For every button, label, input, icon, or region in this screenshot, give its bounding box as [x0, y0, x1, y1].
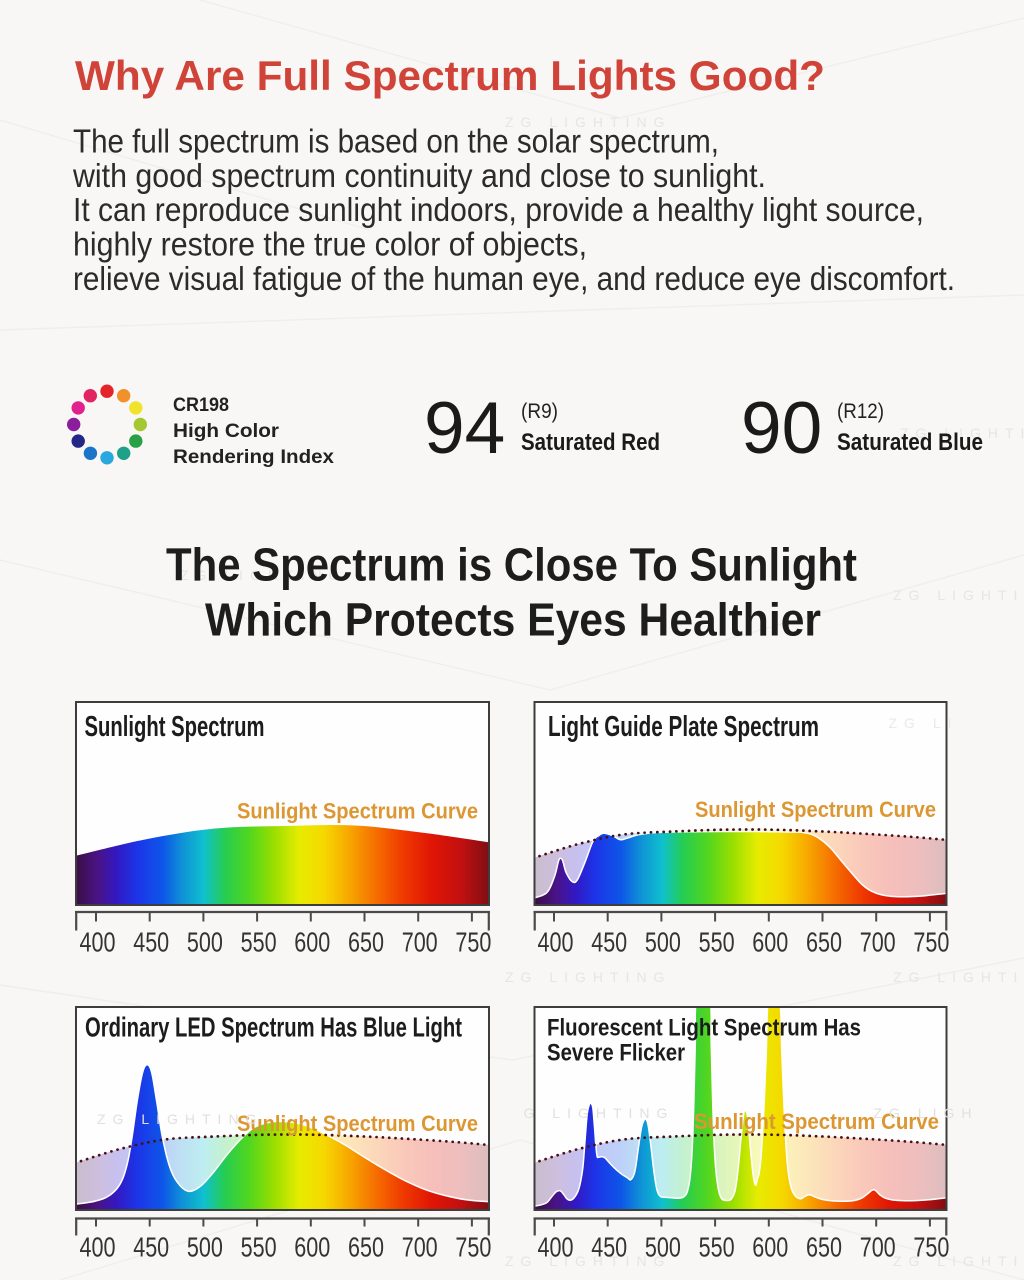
svg-text:700: 700	[860, 927, 896, 958]
svg-text:ZG LIGHTING: ZG LIGHTING	[97, 1111, 263, 1127]
svg-text:Severe Flicker: Severe Flicker	[547, 1040, 685, 1067]
svg-text:The Spectrum is Close To Sunli: The Spectrum is Close To Sunlight	[166, 539, 857, 591]
svg-text:with good spectrum continuity: with good spectrum continuity and close …	[72, 157, 766, 194]
svg-text:Rendering Index: Rendering Index	[173, 446, 334, 468]
svg-text:ZG LIGHTING: ZG LIGHTING	[893, 1253, 1024, 1269]
svg-text:It can reproduce sunlight indo: It can reproduce sunlight indoors, provi…	[73, 191, 924, 228]
svg-text:ZG LIGHTIN: ZG LIGHTIN	[893, 587, 1024, 603]
svg-text:450: 450	[133, 927, 169, 958]
svg-text:G LIGHTING: G LIGHTING	[524, 1105, 675, 1121]
svg-text:500: 500	[187, 1232, 223, 1263]
svg-text:700: 700	[402, 1232, 438, 1263]
svg-text:(R12): (R12)	[837, 400, 884, 423]
svg-text:Light Guide Plate Spectrum: Light Guide Plate Spectrum	[548, 711, 819, 743]
svg-text:700: 700	[860, 1232, 896, 1263]
svg-text:The full spectrum is based on: The full spectrum is based on the solar …	[73, 123, 719, 160]
svg-text:highly restore the true color: highly restore the true color of objects…	[73, 226, 587, 263]
svg-text:(R9): (R9)	[521, 400, 558, 423]
svg-text:450: 450	[591, 927, 627, 958]
svg-text:450: 450	[133, 1232, 169, 1263]
svg-text:550: 550	[241, 1232, 277, 1263]
svg-text:Sunlight Spectrum: Sunlight Spectrum	[85, 711, 265, 743]
svg-text:ZG LIGHTING: ZG LIGHTING	[893, 969, 1024, 985]
svg-text:650: 650	[348, 1232, 384, 1263]
svg-text:ZG LIGH: ZG LIGH	[874, 1105, 979, 1121]
svg-text:Sunlight Spectrum Curve: Sunlight Spectrum Curve	[694, 1109, 939, 1134]
svg-text:Sunlight Spectrum Curve: Sunlight Spectrum Curve	[237, 1111, 478, 1136]
svg-text:ZG LIGHTING: ZG LIGHTING	[505, 114, 671, 130]
svg-text:Which Protects Eyes Healthier: Which Protects Eyes Healthier	[205, 594, 821, 646]
svg-text:650: 650	[806, 927, 842, 958]
svg-text:600: 600	[294, 1232, 330, 1263]
svg-text:Saturated Blue: Saturated Blue	[837, 429, 983, 456]
svg-text:ZG LIGHTING: ZG LIGHTING	[505, 969, 671, 985]
svg-text:600: 600	[752, 927, 788, 958]
svg-text:550: 550	[699, 927, 735, 958]
svg-text:750: 750	[455, 927, 491, 958]
svg-text:750: 750	[455, 1232, 491, 1263]
svg-text:500: 500	[645, 927, 681, 958]
svg-text:relieve visual fatigue of the: relieve visual fatigue of the human eye,…	[73, 260, 955, 297]
svg-text:ZG LIGHTING: ZG LIGHTING	[180, 567, 346, 583]
svg-text:650: 650	[348, 927, 384, 958]
svg-text:CR198: CR198	[173, 394, 229, 416]
svg-text:550: 550	[241, 927, 277, 958]
svg-text:600: 600	[294, 927, 330, 958]
svg-text:400: 400	[538, 927, 574, 958]
svg-text:90: 90	[741, 388, 822, 469]
svg-text:Why Are Full Spectrum Lights G: Why Are Full Spectrum Lights Good?	[75, 52, 825, 99]
svg-text:750: 750	[913, 927, 949, 958]
svg-text:400: 400	[538, 1232, 574, 1263]
svg-text:400: 400	[80, 1232, 116, 1263]
svg-text:Sunlight Spectrum Curve: Sunlight Spectrum Curve	[695, 797, 936, 822]
svg-text:Saturated Red: Saturated Red	[521, 429, 660, 456]
svg-text:ZG LI: ZG LI	[889, 715, 959, 731]
svg-text:Fluorescent Light Spectrum Has: Fluorescent Light Spectrum Has	[547, 1015, 861, 1042]
svg-text:400: 400	[80, 927, 116, 958]
svg-text:500: 500	[645, 1232, 681, 1263]
svg-text:600: 600	[752, 1232, 788, 1263]
svg-text:650: 650	[806, 1232, 842, 1263]
svg-text:450: 450	[591, 1232, 627, 1263]
svg-text:ZG LIGHTING: ZG LIGHTING	[505, 1253, 671, 1269]
svg-text:700: 700	[402, 927, 438, 958]
svg-text:Ordinary LED Spectrum Has Blue: Ordinary LED Spectrum Has Blue Light	[85, 1012, 462, 1043]
svg-text:94: 94	[424, 388, 505, 469]
svg-text:500: 500	[187, 927, 223, 958]
svg-text:550: 550	[699, 1232, 735, 1263]
svg-text:Sunlight Spectrum Curve: Sunlight Spectrum Curve	[237, 799, 478, 824]
svg-text:750: 750	[913, 1232, 949, 1263]
svg-text:ZG LIGHTING: ZG LIGHTING	[900, 425, 1024, 441]
svg-text:High Color: High Color	[173, 420, 279, 442]
